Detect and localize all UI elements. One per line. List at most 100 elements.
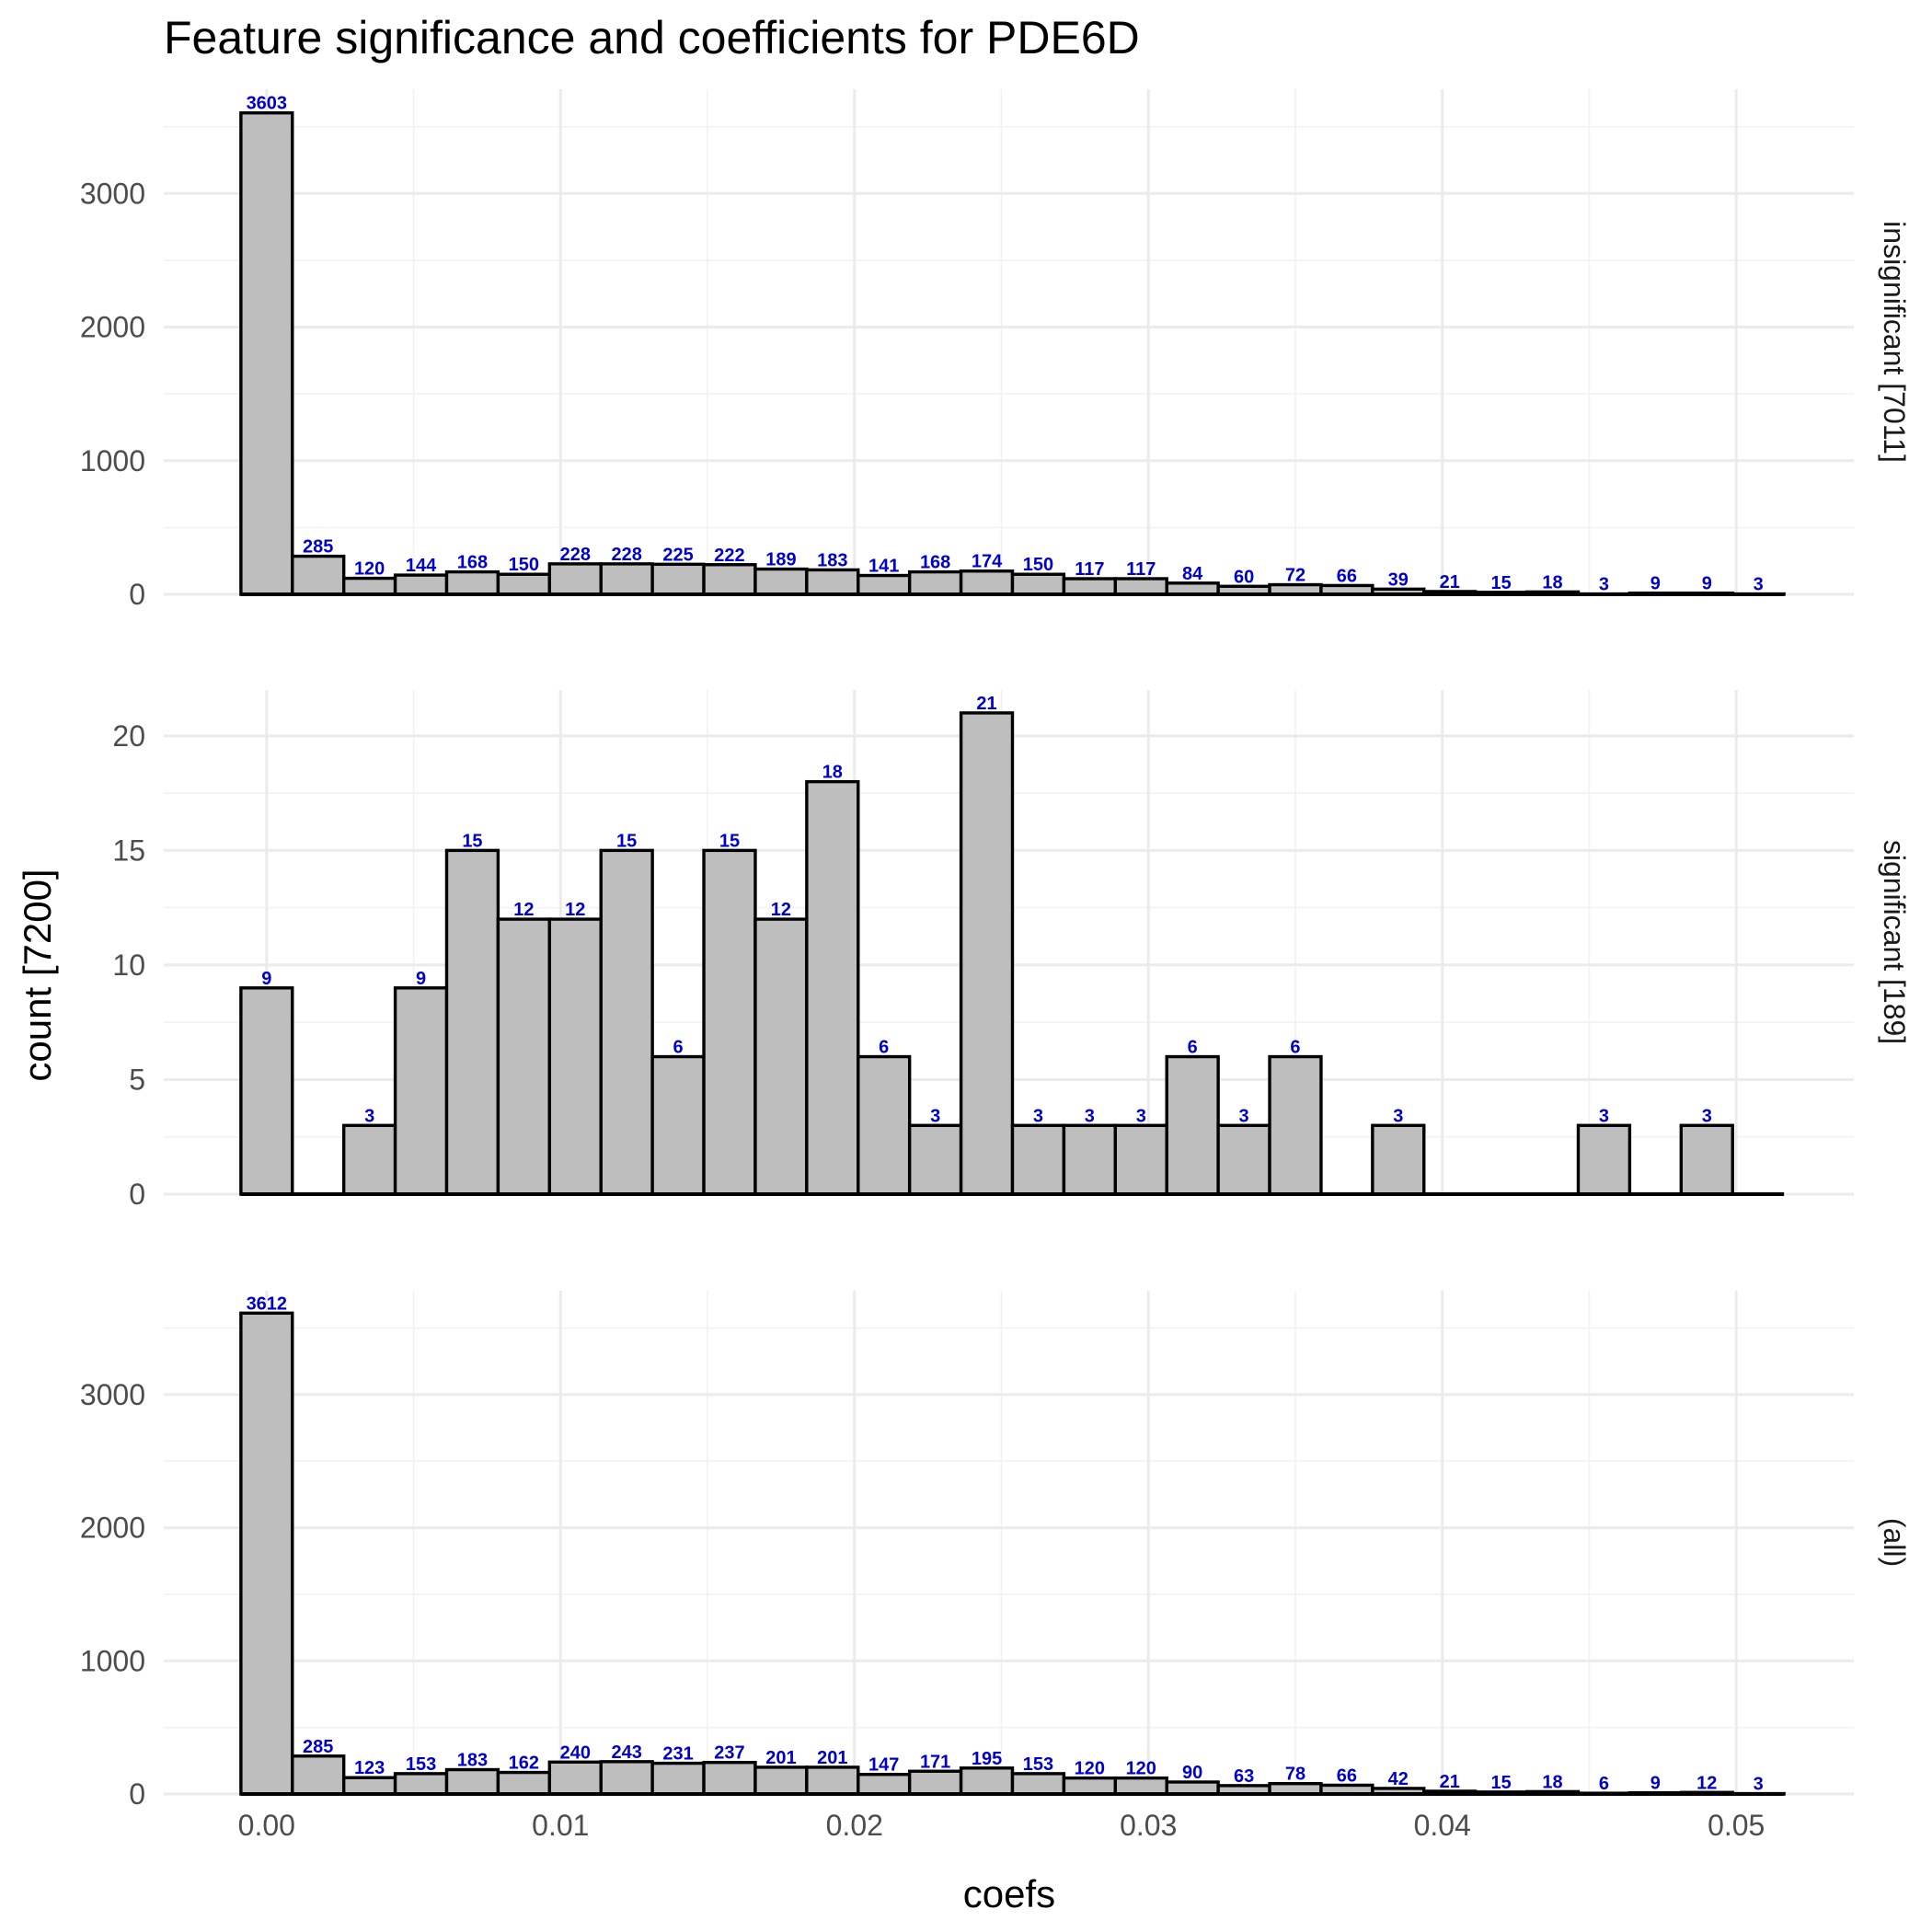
bar-value-label: 9 [1702,574,1712,594]
histogram-bar [341,1776,397,1796]
y-tick-label: 15 [112,834,145,867]
histogram-bar [907,569,963,596]
bar-value-label: 153 [1023,1754,1053,1775]
bar-value-label: 9 [261,969,271,989]
histogram-bar [805,568,860,596]
bar-value-label: 222 [714,546,744,566]
bar-value-label: 3 [1599,575,1609,595]
y-tick-label: 0 [129,1777,145,1811]
facet-strip-label: (all) [1878,1518,1911,1567]
bar-value-label: 6 [1599,1774,1609,1794]
y-tick-label: 1000 [80,444,145,477]
x-tick-label: 0.03 [1120,1809,1177,1842]
y-tick-label: 3000 [80,177,145,210]
histogram-bar [393,1772,449,1796]
histogram-bar [702,848,757,1196]
histogram-bar [907,1769,963,1796]
histogram-bar [1576,1123,1632,1196]
histogram-bar [239,111,294,596]
bar-value-label: 3 [1136,1106,1146,1126]
bar-value-label: 6 [1290,1038,1300,1058]
bar-value-label: 42 [1388,1769,1409,1789]
bar-value-label: 120 [1126,1759,1156,1779]
bar-value-label: 15 [462,831,482,851]
bar-value-label: 168 [920,553,950,573]
bar-value-label: 237 [714,1743,744,1764]
bar-value-label: 63 [1234,1766,1254,1787]
histogram-bar [1113,1776,1168,1796]
bar-value-label: 3 [1033,1106,1043,1126]
histogram-bar [753,917,809,1196]
bar-value-label: 21 [1440,572,1460,592]
bar-value-label: 6 [673,1038,684,1058]
histogram-bar [547,917,603,1196]
histogram-bar [650,562,706,596]
bar-value-label: 153 [406,1754,436,1775]
bar-value-label: 171 [920,1752,950,1772]
bar-value-label: 174 [972,552,1003,572]
histogram-bar [857,1054,912,1196]
x-tick-label: 0.00 [238,1809,295,1842]
bar-value-label: 123 [354,1758,385,1778]
bar-value-label: 6 [1188,1038,1198,1058]
bar-value-label: 66 [1337,566,1357,586]
bar-value-label: 72 [1285,566,1305,586]
bar-value-label: 39 [1388,569,1409,590]
facet-strip-label: insignificant [7011] [1878,221,1911,463]
histogram-bar [239,1311,294,1796]
histogram-bar [547,562,603,596]
histogram-bar [1268,1054,1323,1196]
bar-value-label: 168 [457,553,488,573]
bar-value-label: 18 [1542,572,1562,592]
histogram-bar [1113,1123,1168,1196]
histogram-bar [444,569,500,596]
bar-value-label: 78 [1285,1765,1305,1785]
bar-value-label: 84 [1182,564,1203,584]
bar-value-label: 201 [817,1748,847,1768]
histogram-bar [907,1123,963,1196]
bar-value-label: 12 [1696,1773,1717,1793]
histogram-bar [291,1754,346,1796]
histogram-bar [1062,577,1118,596]
histogram-bar [291,554,346,596]
histogram-bar [650,1054,706,1196]
x-axis: 0.00 0.01 0.02 0.03 0.04 0.05 [238,1809,1765,1842]
x-tick-label: 0.01 [532,1809,589,1842]
chart-title: Feature significance and coefficients fo… [164,12,1140,63]
bar-value-label: 162 [509,1754,539,1774]
y-tick-label: 0 [129,1178,145,1211]
histogram-bar [857,1773,912,1796]
histogram-bar [959,711,1015,1196]
bar-value-label: 183 [457,1751,488,1771]
histogram-bar [393,573,449,596]
y-tick-label: 0 [129,578,145,611]
x-tick-label: 0.02 [826,1809,883,1842]
bar-value-label: 3612 [247,1294,288,1314]
bar-value-label: 147 [868,1755,899,1776]
bar-value-label: 18 [1542,1772,1562,1792]
bar-value-label: 3 [1239,1106,1249,1126]
y-tick-label: 10 [112,949,145,982]
bar-value-label: 9 [416,969,426,989]
histogram-bar [753,567,809,596]
histogram-bar [1113,577,1168,596]
bar-value-label: 12 [771,900,791,920]
x-axis-title: coefs [963,1872,1055,1915]
bar-value-label: 12 [513,900,534,920]
histogram-bar [857,573,912,596]
bar-value-label: 60 [1234,567,1254,587]
y-tick-label: 20 [112,719,145,753]
bar-value-label: 3 [930,1106,940,1126]
histogram-bar [1010,1772,1066,1796]
bar-value-label: 6 [879,1038,889,1058]
histogram-bar [959,569,1015,596]
histogram-bar [1371,1123,1426,1196]
bar-value-label: 141 [868,557,899,577]
facet-strip-label: significant [189] [1878,840,1911,1044]
bar-value-label: 285 [303,537,333,558]
histogram-bar [1062,1776,1118,1796]
bar-value-label: 3 [1754,1775,1764,1795]
histogram-bar [496,572,552,596]
